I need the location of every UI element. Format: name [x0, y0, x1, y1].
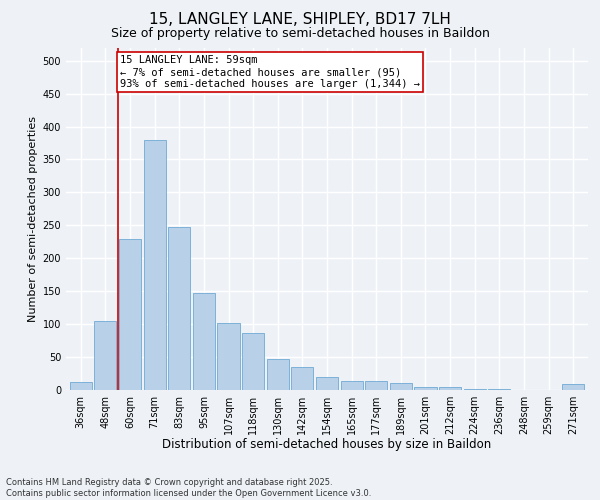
Bar — [217, 323, 239, 390]
X-axis label: Distribution of semi-detached houses by size in Baildon: Distribution of semi-detached houses by … — [163, 438, 491, 452]
Bar — [193, 292, 215, 390]
Bar — [316, 377, 338, 390]
Text: Size of property relative to semi-detached houses in Baildon: Size of property relative to semi-detach… — [110, 28, 490, 40]
Bar — [242, 332, 264, 390]
Bar — [70, 382, 92, 390]
Bar — [143, 140, 166, 390]
Bar — [464, 388, 486, 390]
Text: 15, LANGLEY LANE, SHIPLEY, BD17 7LH: 15, LANGLEY LANE, SHIPLEY, BD17 7LH — [149, 12, 451, 28]
Bar — [415, 386, 437, 390]
Bar — [390, 383, 412, 390]
Bar — [291, 367, 313, 390]
Y-axis label: Number of semi-detached properties: Number of semi-detached properties — [28, 116, 38, 322]
Bar — [168, 226, 190, 390]
Bar — [119, 238, 141, 390]
Bar — [439, 388, 461, 390]
Bar — [365, 382, 388, 390]
Bar — [562, 384, 584, 390]
Text: 15 LANGLEY LANE: 59sqm
← 7% of semi-detached houses are smaller (95)
93% of semi: 15 LANGLEY LANE: 59sqm ← 7% of semi-deta… — [119, 56, 419, 88]
Bar — [341, 381, 363, 390]
Bar — [94, 321, 116, 390]
Bar — [266, 359, 289, 390]
Text: Contains HM Land Registry data © Crown copyright and database right 2025.
Contai: Contains HM Land Registry data © Crown c… — [6, 478, 371, 498]
